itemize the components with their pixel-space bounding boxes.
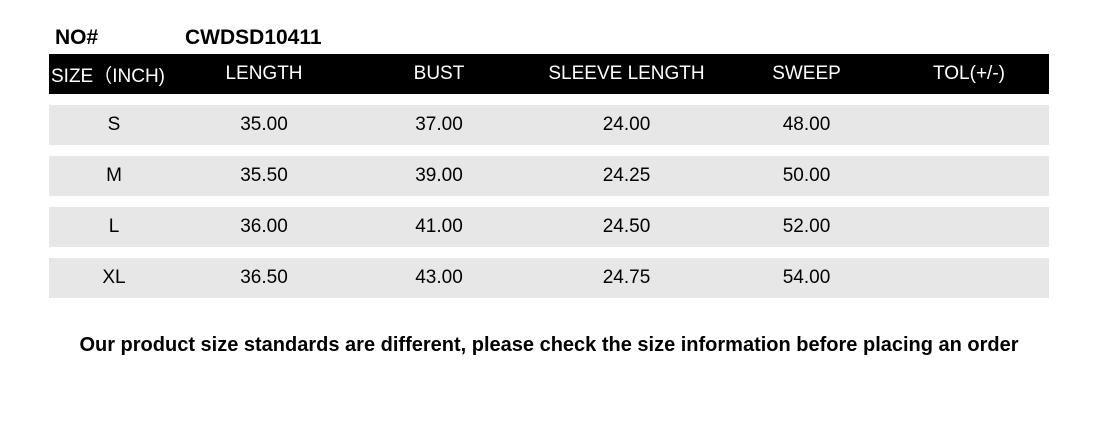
table-cell: 48.00 (782, 114, 831, 135)
no-label: NO# (55, 26, 99, 49)
table-row: S 35.00 37.00 24.00 48.00 (49, 105, 1049, 145)
table-cell: 50.00 (782, 165, 831, 186)
table-row: L 36.00 41.00 24.50 52.00 (49, 207, 1049, 247)
column-header: SWEEP (772, 63, 841, 84)
table-cell: 35.50 (240, 165, 288, 186)
table-cell: 24.75 (602, 267, 651, 288)
table-cell: S (107, 114, 121, 135)
size-table: SIZE（INCH) LENGTH BUST SLEEVE LENGTH SWEEP TO… (49, 43, 1049, 309)
table-cell: 36.50 (240, 267, 288, 288)
size-note: Our product size standards are different… (79, 334, 1019, 356)
table-cell (889, 258, 1049, 298)
table-cell: 24.50 (602, 216, 651, 237)
table-cell (889, 105, 1049, 145)
table-header-row: SIZE（INCH) LENGTH BUST SLEEVE LENGTH SWEEP TO… (49, 54, 1049, 94)
table-cell: 24.25 (602, 165, 651, 186)
table-cell: 39.00 (415, 165, 463, 186)
size-chart-page: NO# CWDSD10411 SIZE（INCH) LENGTH BUST SLEEV… (49, 0, 1049, 357)
table-cell: 43.00 (415, 267, 463, 288)
table-body: S 35.00 37.00 24.00 48.00 M 35.50 39.00 24.25 50.… (49, 105, 1049, 298)
table-cell: M (106, 165, 122, 186)
table-cell: 35.00 (240, 114, 288, 135)
table-cell: 37.00 (415, 114, 463, 135)
table-cell (889, 207, 1049, 247)
table-cell: 41.00 (415, 216, 463, 237)
product-number-line: NO# CWDSD10411 (49, 26, 1049, 50)
product-code: CWDSD10411 (185, 26, 322, 49)
column-header: BUST (413, 63, 465, 84)
column-header: SIZE（INCH) (51, 65, 166, 87)
column-header: TOL(+/-) (933, 63, 1005, 84)
table-row: XL 36.50 43.00 24.75 54.00 (49, 258, 1049, 298)
table-cell: 36.00 (240, 216, 288, 237)
table-cell: 52.00 (782, 216, 831, 237)
table-cell: 54.00 (782, 267, 831, 288)
column-header: LENGTH (225, 63, 303, 84)
table-cell: XL (102, 267, 126, 288)
table-cell: 24.00 (602, 114, 651, 135)
column-header: SLEEVE LENGTH (548, 63, 705, 84)
table-row: M 35.50 39.00 24.25 50.00 (49, 156, 1049, 196)
table-cell (889, 156, 1049, 196)
table-cell: L (108, 216, 120, 237)
